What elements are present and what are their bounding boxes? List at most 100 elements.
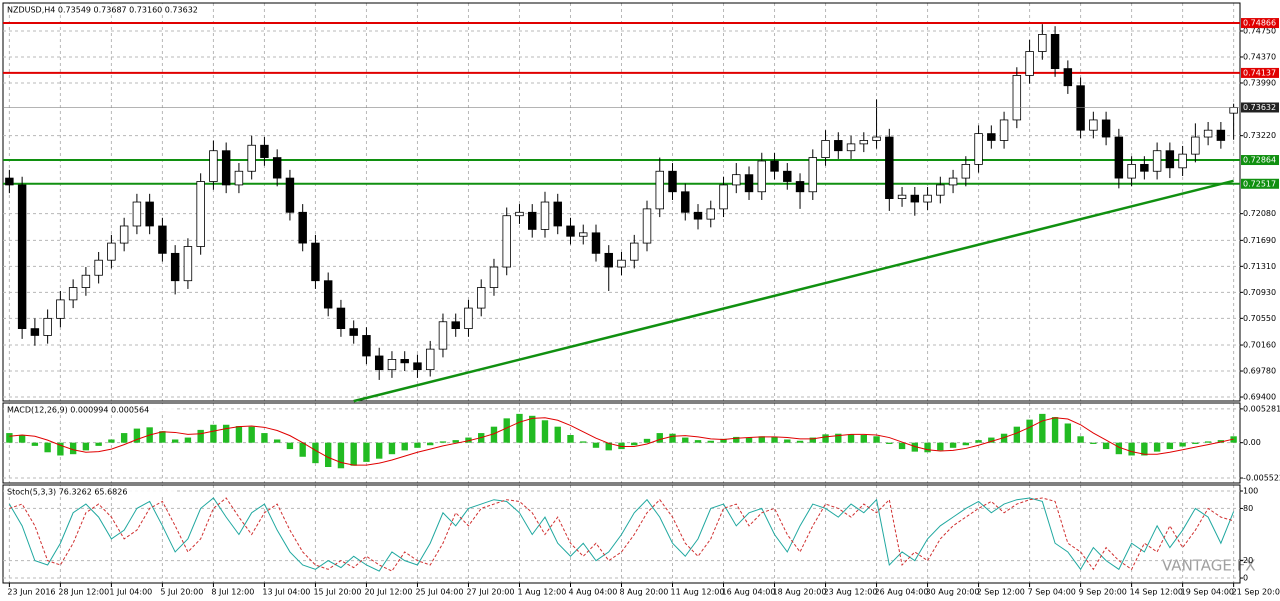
price-label-box [1241,102,1279,113]
candle-body [528,211,537,230]
macd-bar [31,442,39,446]
macd-bar [82,442,90,451]
candle-body [948,177,958,186]
macd-bar [1026,419,1033,443]
macd-bar [847,434,855,443]
macd-bar [299,442,306,457]
candle-body [757,160,767,193]
candle-body [1152,150,1162,172]
panel-frame [2,484,1241,584]
candle-body [553,201,562,227]
candle-body [400,359,409,364]
candle-body [515,211,524,217]
macd-bar [580,441,587,443]
level-label-box [1241,155,1279,166]
macd-bar [414,442,421,448]
candle-body [1076,85,1085,131]
title-bg [4,486,174,497]
macd-bar [312,442,319,464]
candle-body [681,191,690,213]
candle-body [1012,75,1022,121]
macd-bar [631,442,638,446]
x-tick-label: 23 Jun 2016 [7,588,55,597]
x-tick-label: 21 Sep 20:00 [1232,588,1280,597]
macd-bar [452,440,459,443]
candle-body [451,321,460,330]
stoch-main [8,497,1235,572]
candle-body [107,242,116,261]
candle-body [413,362,422,371]
candle-body [221,150,231,186]
level-label: 0.72864 [1243,156,1276,165]
x-tick-label: 11 Aug 12:00 [671,588,725,597]
macd-bar [388,442,396,455]
candle-body [936,184,945,196]
y-tick-label: -0.005522 [1243,474,1280,483]
x-tick-label: 13 Jul 04:00 [262,588,310,597]
candle-body [158,225,167,254]
candle-body [1025,51,1034,76]
macd-bar [171,439,179,443]
candle-body [732,174,741,186]
candle-body [859,140,869,145]
macd-bar [835,433,842,443]
candle-body [68,287,78,301]
macd-bar [1090,442,1097,444]
macd-bar [682,437,689,443]
macd-bar [1115,442,1123,455]
macd-bar [911,442,918,452]
macd-bar [1217,440,1225,443]
candle-body [30,328,40,336]
macd-bar [694,440,702,443]
macd-bar [235,426,243,443]
candle-body [1038,34,1047,52]
candle-body [655,170,664,210]
candle-body [974,133,983,165]
candle-body [489,266,499,288]
candle-body [1101,119,1111,138]
panel-frame [2,2,1241,402]
candle-body [961,164,971,179]
macd-bar [325,442,332,467]
y-tick-label: 0.72080 [1243,209,1276,218]
x-tick-label: 18 Aug 20:00 [773,588,827,597]
candle-body [17,184,27,330]
y-tick-label: 20 [1243,556,1253,565]
macd-bar [248,426,255,443]
candle-body [617,259,626,268]
x-tick-label: 1 Aug 12:00 [517,588,566,597]
y-tick-label: 0.73220 [1243,131,1276,140]
macd-bar [57,442,64,456]
candle-body [540,201,550,230]
macd-bar [784,439,791,443]
candle-body [897,194,907,200]
x-tick-label: 25 Jul 04:00 [415,588,463,597]
macd-bar [873,436,880,443]
y-tick-label: 0.71690 [1243,236,1276,245]
x-tick-label: 9 Sep 20:00 [1079,588,1127,597]
macd-bar [490,426,498,443]
level-label: 0.72517 [1243,179,1276,188]
macd-bar [592,442,600,448]
macd-bar [376,442,383,459]
candle-body [693,211,703,220]
macd-bar [337,442,345,469]
x-tick-label: 8 Aug 20:00 [620,588,669,597]
macd-bar [1077,436,1084,443]
macd-bar [1128,442,1135,456]
macd-bar [618,442,625,450]
macd-bar [937,442,944,451]
macd-bar [771,436,778,443]
candle-body [783,170,792,182]
level-label: 0.74866 [1243,19,1276,28]
candle-body [94,259,103,276]
macd-bar [273,439,281,443]
candle-body [247,144,256,172]
macd-bar [427,442,434,446]
macd-bar [286,442,294,450]
y-tick-label: 0 [1243,574,1248,583]
macd-bar [1192,442,1199,444]
x-tick-label: 4 Aug 04:00 [568,588,617,597]
macd-bar [707,440,714,443]
watermark: VANTAGE FX [1162,557,1256,575]
